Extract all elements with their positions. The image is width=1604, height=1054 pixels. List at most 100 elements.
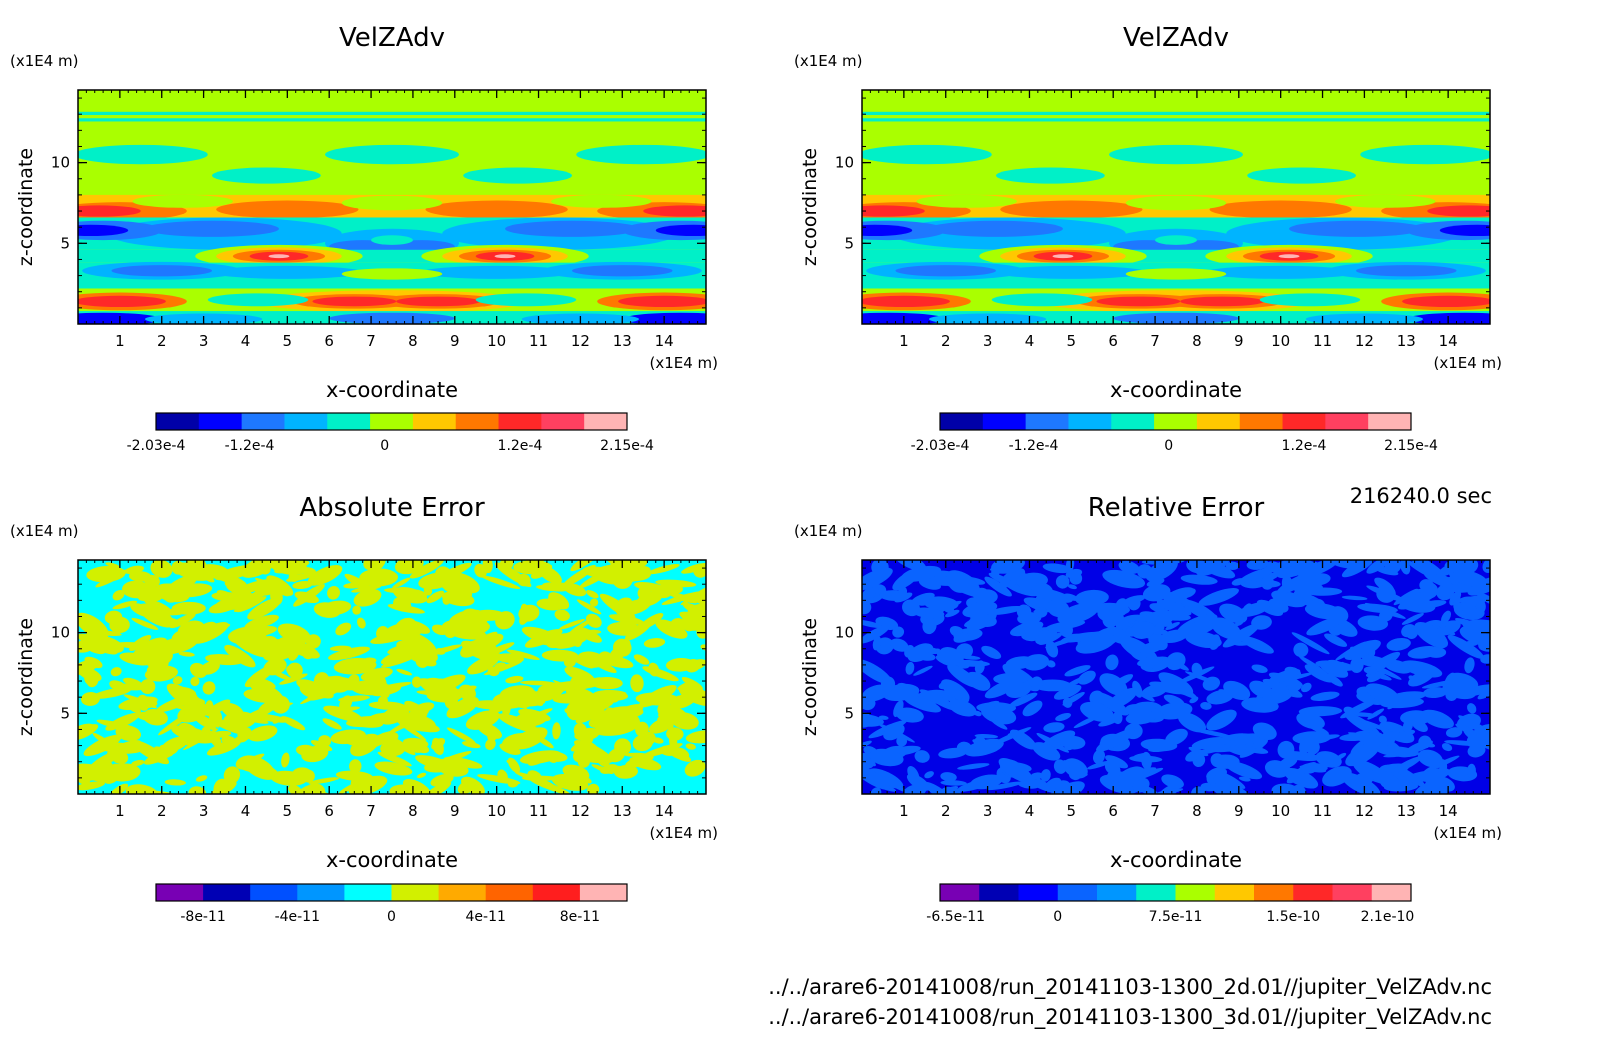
colorbar-swatch (455, 413, 500, 430)
colorbar-tick-label: 7.5e-11 (1149, 909, 1203, 925)
colorbar-swatch (241, 413, 285, 430)
colorbar-swatch (1111, 413, 1155, 430)
x-tick-label: 11 (1313, 802, 1332, 820)
x-tick-label: 2 (941, 802, 951, 820)
y-unit-label: (x1E4 m) (10, 522, 79, 540)
x-tick-label: 9 (450, 332, 460, 350)
colorbar-tick-label: -2.03e-4 (127, 438, 186, 454)
x-tick-label: 7 (1150, 802, 1160, 820)
y-tick-label: 5 (60, 234, 70, 252)
plot-frame (77, 89, 707, 325)
panel-title: Relative Error (1088, 493, 1265, 523)
colorbar-swatch (284, 413, 328, 430)
contour-field (862, 560, 1490, 794)
x-tick-label: 12 (1355, 332, 1374, 350)
y-unit-label: (x1E4 m) (794, 52, 863, 70)
colorbar-swatch (940, 884, 980, 901)
y-tick-label: 5 (60, 704, 70, 722)
x-tick-label: 14 (1439, 332, 1458, 350)
colorbar-swatch (1332, 884, 1373, 901)
colorbar-tick-label: -4e-11 (275, 909, 320, 925)
colorbar-tick-label: 1.5e-10 (1266, 909, 1320, 925)
x-tick-label: 10 (1271, 332, 1290, 350)
colorbar-swatch (1214, 884, 1255, 901)
colorbar-swatch (532, 884, 581, 901)
panel-3: Absolute Error(x1E4 m)1 2 3 4 5 6 7 8 9 10 11 12 13 1… (10, 493, 718, 925)
file-path-3d: ../../arare6-20141008/run_20141103-1300_… (768, 1005, 1492, 1029)
y-axis-label: z-coordinate (15, 618, 37, 736)
panel-title: VelZAdv (1123, 23, 1229, 53)
colorbar-tick-label: -6.5e-11 (926, 909, 985, 925)
x-tick-label: 3 (199, 802, 209, 820)
x-axis-label: x-coordinate (326, 848, 458, 872)
colorbar-swatch (1368, 413, 1412, 430)
colorbar: -2.03e-4 -1.2e-4 0 1.2e-4 2.15e-4 (911, 412, 1438, 454)
x-tick-label: 8 (408, 802, 418, 820)
x-tick-label: 11 (1313, 332, 1332, 350)
y-tick-label: 10 (835, 624, 854, 642)
x-tick-label: 4 (1025, 802, 1035, 820)
x-tick-label: 14 (655, 802, 674, 820)
y-unit-label: (x1E4 m) (794, 522, 863, 540)
colorbar: -8e-11 -4e-11 0 4e-11 8e-11 (155, 883, 628, 925)
colorbar-tick-label: -1.2e-4 (225, 438, 275, 454)
x-tick-label: 11 (529, 802, 548, 820)
x-tick-label: 8 (1192, 802, 1202, 820)
x-tick-label: 4 (241, 802, 251, 820)
y-axis-label: z-coordinate (799, 618, 821, 736)
colorbar-swatch (391, 884, 440, 901)
x-tick-label: 8 (1192, 332, 1202, 350)
colorbar-tick-label: 1.2e-4 (1282, 438, 1327, 454)
colorbar-swatch (1136, 884, 1176, 901)
colorbar-swatch (198, 413, 243, 430)
colorbar-swatch (1154, 413, 1198, 430)
plot-frame (861, 89, 1491, 325)
x-tick-label: 2 (157, 332, 167, 350)
colorbar-tick-label: 1.2e-4 (498, 438, 543, 454)
y-tick-label: 10 (51, 154, 70, 172)
plot-frame (77, 559, 707, 795)
colorbar-tick-label: 2.1e-10 (1361, 909, 1415, 925)
contour-field (862, 90, 1490, 324)
colorbar-swatch (250, 884, 298, 901)
x-tick-label: 10 (487, 332, 506, 350)
x-tick-label: 3 (199, 332, 209, 350)
colorbar-swatch (203, 884, 251, 901)
colorbar-tick-label: 0 (1053, 909, 1062, 925)
colorbar-swatch (370, 413, 414, 430)
colorbar-swatch (982, 413, 1027, 430)
colorbar-swatch (1025, 413, 1069, 430)
x-tick-label: 12 (571, 332, 590, 350)
colorbar-swatch (1175, 884, 1216, 901)
y-tick-label: 5 (844, 704, 854, 722)
x-unit-label: (x1E4 m) (649, 824, 718, 842)
x-tick-label: 4 (241, 332, 251, 350)
x-tick-label: 13 (613, 802, 632, 820)
x-tick-label: 5 (283, 802, 293, 820)
colorbar-swatch (412, 413, 457, 430)
colorbar-swatch (498, 413, 542, 430)
x-axis-label: x-coordinate (326, 378, 458, 402)
colorbar-frame (939, 412, 1412, 431)
colorbar-frame (939, 883, 1412, 902)
colorbar: -2.03e-4 -1.2e-4 0 1.2e-4 2.15e-4 (127, 412, 654, 454)
colorbar-swatch (1018, 884, 1059, 901)
colorbar-tick-label: -8e-11 (180, 909, 225, 925)
colorbar-swatch (327, 413, 371, 430)
x-tick-label: 2 (157, 802, 167, 820)
colorbar-swatch (344, 884, 392, 901)
x-tick-label: 5 (283, 332, 293, 350)
colorbar-swatch (979, 884, 1019, 901)
plot-frame (861, 559, 1491, 795)
colorbar-swatch (485, 884, 534, 901)
colorbar-tick-label: -1.2e-4 (1009, 438, 1059, 454)
contour-field (78, 90, 706, 324)
colorbar-swatch (1282, 413, 1326, 430)
x-unit-label: (x1E4 m) (649, 354, 718, 372)
x-tick-label: 12 (1355, 802, 1374, 820)
x-tick-label: 6 (1108, 332, 1118, 350)
y-tick-label: 5 (844, 234, 854, 252)
colorbar-tick-label: 2.15e-4 (600, 438, 654, 454)
x-tick-label: 13 (1397, 802, 1416, 820)
